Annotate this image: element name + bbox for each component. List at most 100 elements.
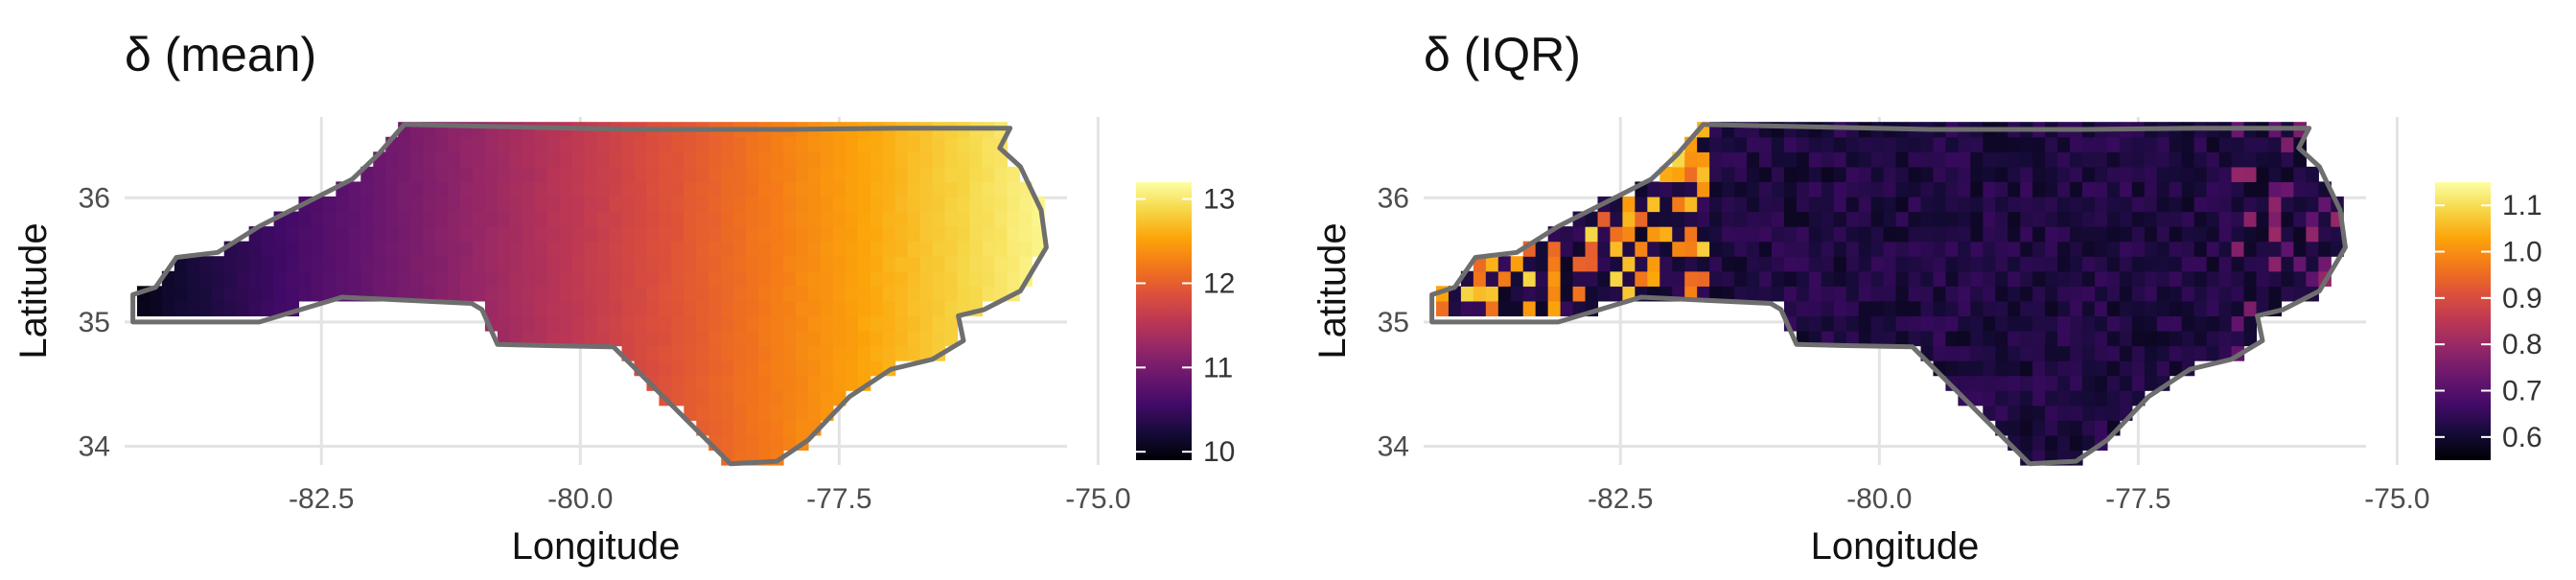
- heatmap-cell: [807, 166, 822, 183]
- heatmap-cell: [472, 151, 486, 168]
- heatmap-cell: [559, 270, 573, 287]
- heatmap-cell: [2281, 286, 2294, 302]
- heatmap-cell: [571, 211, 586, 227]
- heatmap-cell: [2094, 181, 2108, 197]
- heatmap-cell: [236, 256, 250, 272]
- heatmap-cell: [1783, 256, 1798, 272]
- heatmap-cell: [2131, 196, 2146, 213]
- heatmap-cell: [733, 315, 747, 332]
- heatmap-cell: [932, 270, 946, 287]
- heatmap-cell: [336, 270, 349, 287]
- heatmap-cell: [795, 315, 809, 332]
- heatmap-cell: [783, 420, 797, 436]
- heatmap-cell: [534, 136, 548, 152]
- heatmap-cell: [1983, 375, 1996, 391]
- heatmap-cell: [373, 241, 386, 257]
- heatmap-cell: [845, 360, 859, 377]
- heatmap-cell: [2156, 345, 2170, 361]
- heatmap-cell: [1895, 226, 1910, 243]
- heatmap-cell: [783, 345, 797, 361]
- heatmap-cell: [2106, 286, 2121, 302]
- heatmap-cell: [261, 226, 275, 243]
- heatmap-cell: [1510, 286, 1524, 302]
- heatmap-cell: [2070, 166, 2083, 183]
- heatmap-cell: [646, 211, 660, 227]
- heatmap-cell: [423, 241, 436, 257]
- heatmap-cell: [746, 286, 759, 302]
- heatmap-cell: [2144, 330, 2158, 347]
- heatmap-cell: [472, 196, 486, 213]
- heatmap-cell: [758, 434, 772, 452]
- heatmap-cell: [559, 211, 573, 227]
- heatmap-cell: [634, 181, 648, 197]
- heatmap-cell: [807, 360, 822, 377]
- heatmap-cell: [2169, 300, 2183, 317]
- heatmap-cell: [298, 256, 313, 272]
- heatmap-cell: [746, 420, 759, 436]
- heatmap-cell: [584, 166, 598, 183]
- heatmap-cell: [2045, 196, 2058, 213]
- heatmap-cell: [2106, 390, 2121, 406]
- heatmap-cell: [919, 211, 934, 227]
- heatmap-cell: [932, 166, 946, 183]
- state-outline: [130, 122, 1049, 467]
- heatmap-cell: [1883, 166, 1897, 183]
- heatmap-cell: [634, 166, 648, 183]
- heatmap-cell: [2206, 345, 2220, 361]
- heatmap-cell: [2144, 166, 2158, 183]
- heatmap-cell: [348, 256, 361, 272]
- heatmap-cell: [2106, 181, 2121, 197]
- heatmap-cell: [1572, 241, 1587, 257]
- heatmap-cell: [534, 151, 548, 168]
- heatmap-cell: [634, 226, 648, 243]
- heatmap-cell: [1945, 330, 1959, 347]
- heatmap-cell: [646, 166, 660, 183]
- heatmap-cell: [696, 151, 709, 168]
- heatmap-cell: [2156, 270, 2170, 287]
- heatmap-cell: [721, 136, 734, 152]
- heatmap-cell: [2020, 420, 2033, 436]
- heatmap-cell: [2169, 270, 2183, 287]
- heatmap-cell: [1821, 166, 1835, 183]
- heatmap-cell: [857, 345, 871, 361]
- heatmap-cell: [733, 390, 747, 406]
- heatmap-cell: [820, 330, 834, 347]
- heatmap-cell: [2057, 300, 2071, 317]
- heatmap-cell: [236, 300, 250, 317]
- heatmap-cell: [348, 211, 361, 227]
- heatmap-cell: [733, 420, 747, 436]
- heatmap-cell: [2131, 300, 2146, 317]
- heatmap-cell: [783, 434, 797, 452]
- heatmap-cell: [994, 241, 1008, 257]
- heatmap-cell: [1722, 136, 1735, 152]
- heatmap-cell: [2020, 300, 2033, 317]
- heatmap-cell: [373, 270, 386, 287]
- heatmap-cell: [223, 286, 238, 302]
- heatmap-cell: [546, 196, 561, 213]
- heatmap-cell: [2082, 345, 2096, 361]
- heatmap-cell: [559, 196, 573, 213]
- heatmap-cell: [684, 270, 697, 287]
- heatmap-cell: [1933, 345, 1947, 361]
- heatmap-cell: [795, 345, 809, 361]
- heatmap-cell: [609, 300, 623, 317]
- heatmap-cell: [435, 196, 449, 213]
- heatmap-cell: [1747, 181, 1760, 197]
- heatmap-cell: [459, 181, 474, 197]
- heatmap-cell: [2020, 286, 2033, 302]
- heatmap-cell: [2020, 434, 2033, 452]
- heatmap-cell: [1883, 211, 1897, 227]
- heatmap-cell: [186, 300, 200, 317]
- heatmap-cell: [559, 136, 573, 152]
- heatmap-cell: [2032, 434, 2046, 452]
- heatmap-cell: [1796, 211, 1810, 227]
- heatmap-cell: [733, 151, 747, 168]
- heatmap-cell: [2231, 256, 2245, 272]
- heatmap-cell: [746, 300, 759, 317]
- heatmap-cell: [2057, 151, 2071, 168]
- heatmap-cell: [559, 300, 573, 317]
- heatmap-cell: [994, 181, 1008, 197]
- heatmap-cell: [807, 315, 822, 332]
- heatmap-cell: [771, 211, 784, 227]
- heatmap-cell: [733, 241, 747, 257]
